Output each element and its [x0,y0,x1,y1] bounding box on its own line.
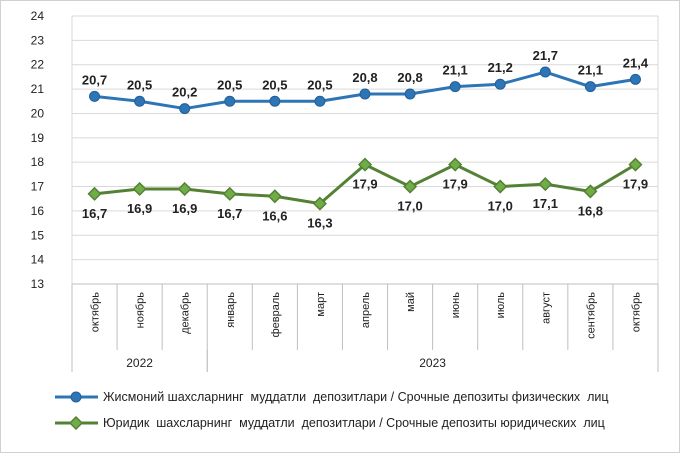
x-tick-label: сентябрь [585,292,597,339]
series-point-0 [359,88,371,100]
series-point-0 [584,81,596,93]
series-layer [87,66,643,211]
y-tick-label: 13 [31,277,45,291]
x-tick-label: апрель [360,292,372,328]
data-label: 21,4 [623,55,649,70]
data-label: 17,0 [488,199,513,214]
series-point-0 [269,95,281,107]
data-label: 17,9 [623,177,648,192]
data-label: 17,9 [352,177,377,192]
series-point-0 [449,81,461,93]
series-point-0 [89,90,101,102]
data-labels: 20,7 20,5 20,2 20,5 20,5 20,5 20,8 20,8 21,1 21,2… [82,48,649,231]
x-axis: октябрь ноябрь декабрь январь февраль март апр… [71,283,659,372]
legend-marker-0 [70,391,82,403]
series-point-0 [314,95,326,107]
data-label: 16,6 [262,208,287,223]
series-point-0 [134,95,146,107]
x-tick-label: октябрь [630,292,642,332]
legend-marker-1 [68,415,84,431]
series-point-1 [177,181,192,197]
series-point-1 [493,179,508,194]
series-point-1 [312,196,327,211]
data-label: 21,1 [578,63,603,78]
series-point-0 [179,103,191,115]
series-point-0 [224,95,236,107]
series-point-1 [357,157,373,172]
data-label: 16,8 [578,203,603,218]
data-label: 21,2 [488,60,513,75]
series-point-0 [539,66,551,78]
y-tick-label: 23 [31,33,45,47]
y-tick-label: 19 [31,131,45,145]
series-point-1 [222,186,237,201]
data-label: 16,3 [307,216,332,231]
year-label: 2023 [419,356,446,370]
y-tick-label: 20 [31,106,45,120]
x-tick-label: март [315,292,327,317]
y-tick-label: 24 [31,9,45,23]
x-tick-label: июнь [450,292,462,318]
data-label: 16,7 [82,206,107,221]
series-point-0 [629,73,641,85]
series-point-1 [132,181,147,197]
y-tick-label: 21 [31,82,45,96]
x-tick-label: июль [495,292,507,319]
series-point-1 [628,157,643,172]
y-tick-label: 15 [31,228,45,242]
x-tick-label: февраль [270,292,282,338]
y-tick-label: 14 [31,253,45,267]
y-tick-label: 22 [31,58,45,72]
data-label: 21,1 [442,63,467,78]
data-label: 16,9 [127,201,152,216]
data-label: 17,0 [397,199,422,214]
data-label: 20,5 [307,77,332,92]
x-tick-label: ноябрь [135,292,147,329]
y-tick-label: 17 [31,180,45,194]
data-label: 20,5 [217,77,242,92]
y-axis: 13 14 15 16 17 18 19 20 21 22 23 24 [31,9,45,291]
data-label: 17,1 [533,196,558,211]
series-point-0 [494,78,506,90]
x-tick-label: октябрь [90,292,102,332]
data-label: 20,8 [397,70,422,85]
y-tick-label: 16 [31,204,45,218]
x-tick-label: май [405,292,417,312]
data-label: 20,2 [172,85,197,100]
data-label: 17,9 [442,177,467,192]
legend: Жисмоний шахсларнинг муддатли депозитлар… [55,390,609,431]
y-tick-label: 18 [31,155,45,169]
series-point-1 [448,157,463,172]
x-tick-label: январь [225,292,237,328]
series-point-1 [267,189,282,204]
data-label: 20,5 [127,77,152,92]
data-label: 20,5 [262,77,287,92]
x-tick-label: август [540,292,552,324]
x-tick-label: декабрь [180,292,192,334]
legend-label-0: Жисмоний шахсларнинг муддатли депозитлар… [103,390,609,404]
year-label: 2022 [126,356,153,370]
data-label: 16,7 [217,206,242,221]
data-label: 21,7 [533,48,558,63]
series-point-1 [538,177,553,192]
data-label: 16,9 [172,201,197,216]
series-point-0 [404,88,416,100]
series-point-1 [583,184,598,199]
data-label: 20,7 [82,72,107,87]
data-label: 20,8 [352,70,377,85]
series-point-1 [87,186,102,201]
legend-label-1: Юридик шахсларнинг муддатли депозитлари … [103,416,605,430]
series-point-1 [403,179,418,194]
